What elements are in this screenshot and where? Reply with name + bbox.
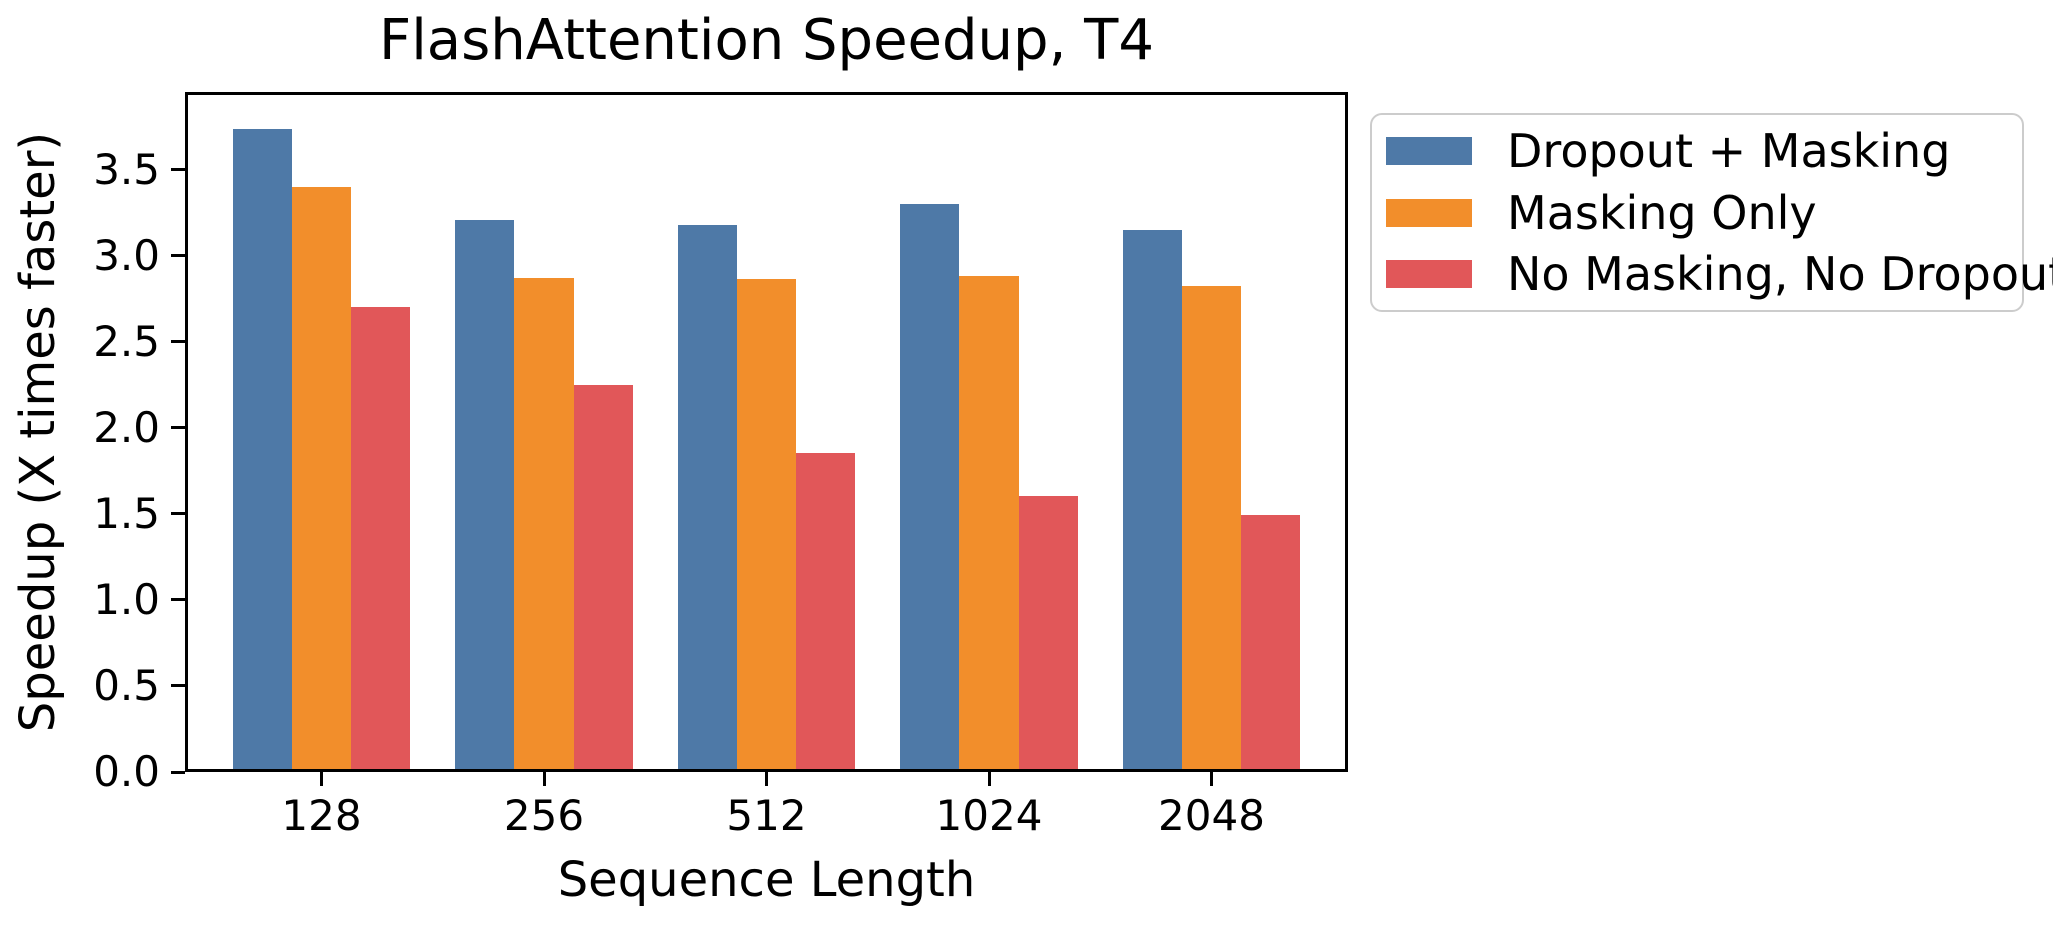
bar-2048-series-1 [1181,286,1242,769]
bars-layer [188,95,1345,769]
legend-swatch [1386,260,1472,289]
y-tick-mark [171,168,185,171]
legend-swatch [1386,136,1472,165]
bar-512-series-1 [736,279,797,769]
x-tick-label: 2048 [1158,791,1265,840]
y-tick-mark [171,426,185,430]
y-tick-label: 1.5 [93,488,160,538]
legend-label: No Masking, No Dropout [1507,247,2053,302]
bar-1024-series-1 [959,275,1019,769]
y-tick-label: 2.0 [93,402,160,452]
x-axis-label: Sequence Length [557,852,976,908]
legend: Dropout + Masking Masking Only No Masking,… [1370,113,2053,312]
y-tick-mark [171,598,185,602]
legend-label: Dropout + Masking [1507,123,1951,178]
bar-128-series-2 [351,306,411,769]
plot-area [185,92,1348,772]
bar-256-series-1 [514,277,574,769]
x-tick-mark [320,772,323,786]
y-tick-label: 3.0 [93,230,160,280]
x-tick-mark [542,772,546,786]
y-tick-mark [171,770,185,774]
bar-256-series-0 [455,219,515,769]
x-tick-label: 256 [503,791,585,840]
x-tick-mark [1210,772,1213,786]
bar-128-series-0 [232,129,292,769]
y-tick-mark [171,512,185,516]
bar-1024-series-0 [900,204,960,769]
x-tick-mark [765,772,768,786]
y-tick-label: 0.5 [93,660,160,710]
y-tick-label: 3.5 [93,144,160,194]
x-tick-label: 128 [281,791,362,840]
y-tick-mark [171,684,185,688]
x-tick-label: 1024 [935,791,1043,840]
legend-row: Dropout + Masking [1372,125,2022,177]
bar-512-series-2 [796,453,856,769]
legend-swatch [1386,198,1472,227]
chart-title: FlashAttention Speedup, T4 [378,8,1155,73]
y-tick-mark [171,254,185,257]
y-tick-label: 0.0 [93,747,160,796]
bar-2048-series-2 [1241,514,1301,769]
bar-2048-series-0 [1122,229,1182,769]
bar-256-series-2 [573,385,633,769]
x-tick-mark [987,772,991,786]
y-tick-mark [171,340,185,344]
legend-row: Masking Only [1372,187,2022,239]
bar-512-series-0 [677,224,737,769]
bar-1024-series-2 [1018,496,1078,769]
legend-label: Masking Only [1507,185,1817,240]
bar-128-series-1 [291,187,352,769]
y-tick-label: 2.5 [93,316,160,366]
y-tick-label: 1.0 [93,574,160,624]
x-tick-label: 512 [726,791,807,840]
legend-row: No Masking, No Dropout [1372,248,2053,300]
